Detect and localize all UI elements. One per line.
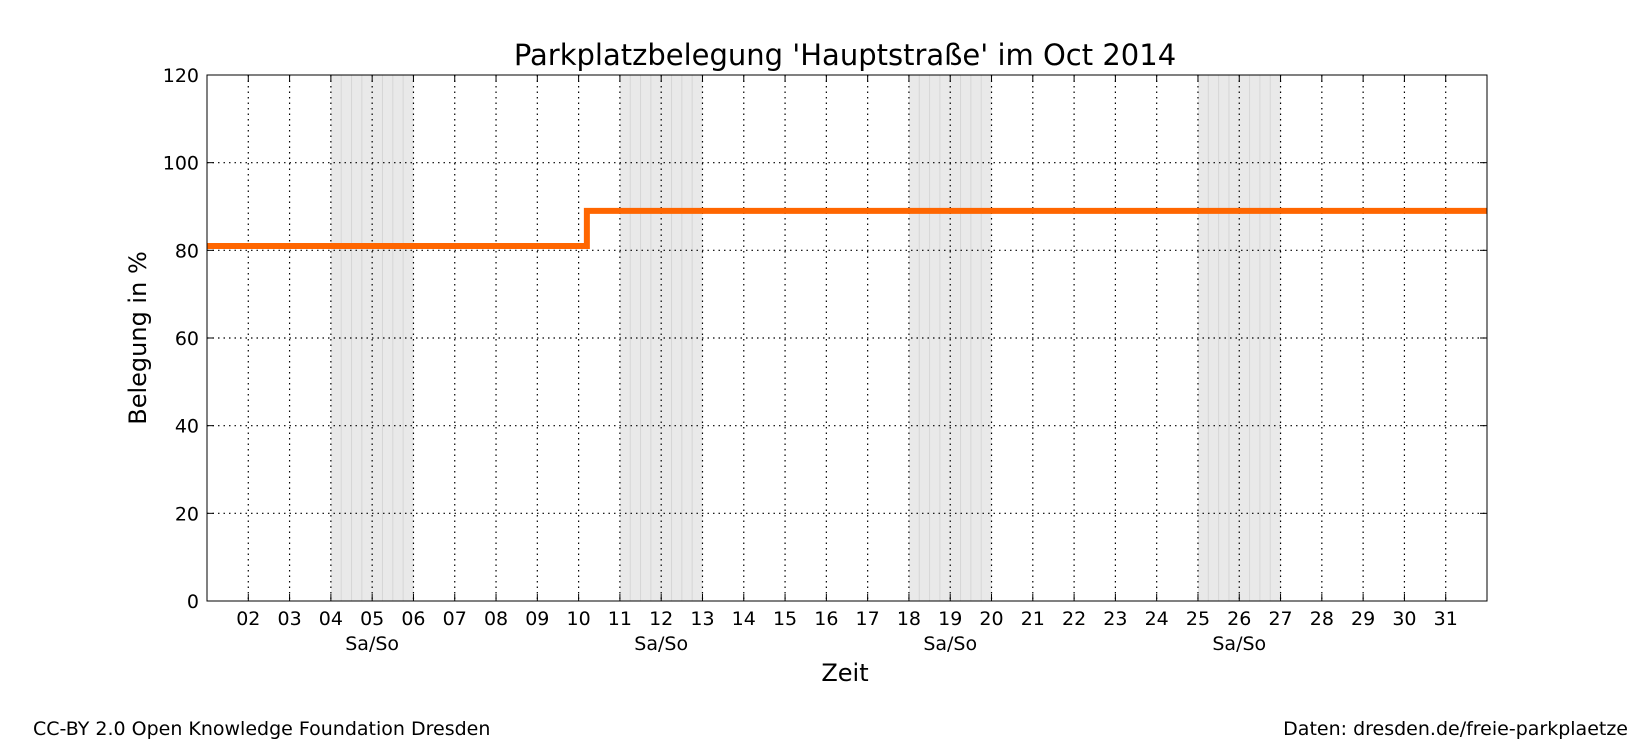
data-source-credit: Daten: dresden.de/freie-parkplaetze xyxy=(1283,718,1628,740)
x-tick-label: 02 xyxy=(236,608,260,630)
x-tick-label: 14 xyxy=(732,608,756,630)
x-tick-label: 31 xyxy=(1434,608,1458,630)
x-tick-label: 22 xyxy=(1062,608,1086,630)
x-tick-label: 08 xyxy=(484,608,508,630)
x-tick-label: 11 xyxy=(608,608,632,630)
x-tick-label: 06 xyxy=(401,608,425,630)
y-tick-label: 0 xyxy=(187,591,199,613)
x-tick-label: 05 xyxy=(360,608,384,630)
y-tick-label: 80 xyxy=(175,240,199,262)
chart-title: Parkplatzbelegung 'Hauptstraße' im Oct 2… xyxy=(514,38,1176,72)
x-tick-label: 13 xyxy=(690,608,714,630)
x-tick-label: 27 xyxy=(1268,608,1292,630)
x-tick-label: 25 xyxy=(1186,608,1210,630)
x-tick-label: 19 xyxy=(938,608,962,630)
occupancy-series-line xyxy=(207,207,1487,249)
x-tick-label: 30 xyxy=(1392,608,1416,630)
x-tick-label: 23 xyxy=(1103,608,1127,630)
x-tick-label: 04 xyxy=(319,608,343,630)
x-tick-label: 09 xyxy=(525,608,549,630)
weekend-label: Sa/So xyxy=(1212,633,1266,655)
x-tick-label: 20 xyxy=(979,608,1003,630)
weekend-band xyxy=(1197,75,1281,601)
x-tick-label: 28 xyxy=(1310,608,1334,630)
x-tick-label: 10 xyxy=(567,608,591,630)
x-tick-label: 15 xyxy=(773,608,797,630)
weekend-label: Sa/So xyxy=(923,633,977,655)
x-axis-label: Zeit xyxy=(821,659,868,687)
y-tick-label: 40 xyxy=(175,416,199,438)
x-tick-label: 29 xyxy=(1351,608,1375,630)
weekend-label: Sa/So xyxy=(634,633,688,655)
y-tick-label: 100 xyxy=(163,153,199,175)
x-tick-label: 18 xyxy=(897,608,921,630)
y-tick-label: 60 xyxy=(175,328,199,350)
x-tick-label: 26 xyxy=(1227,608,1251,630)
x-tick-label: 12 xyxy=(649,608,673,630)
x-tick-label: 21 xyxy=(1021,608,1045,630)
weekend-band xyxy=(619,75,703,601)
y-tick-label: 120 xyxy=(163,65,199,87)
x-tick-label: 03 xyxy=(277,608,301,630)
x-tick-label: 17 xyxy=(856,608,880,630)
x-tick-label: 07 xyxy=(443,608,467,630)
plot-frame xyxy=(206,74,1488,602)
license-credit: CC-BY 2.0 Open Knowledge Foundation Dres… xyxy=(33,718,491,740)
x-tick-label: 16 xyxy=(814,608,838,630)
weekend-label: Sa/So xyxy=(345,633,399,655)
x-tick-label: 24 xyxy=(1145,608,1169,630)
y-tick-label: 20 xyxy=(175,503,199,525)
y-axis-label: Belegung in % xyxy=(124,251,152,425)
